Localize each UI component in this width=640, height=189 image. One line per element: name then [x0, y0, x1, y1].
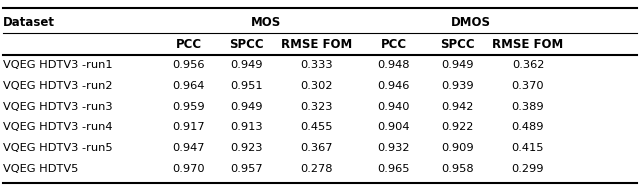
Text: 0.949: 0.949	[442, 60, 474, 70]
Text: 0.278: 0.278	[301, 164, 333, 174]
Text: 0.949: 0.949	[230, 102, 262, 112]
Text: 0.913: 0.913	[230, 122, 262, 132]
Text: 0.302: 0.302	[301, 81, 333, 91]
Text: 0.455: 0.455	[301, 122, 333, 132]
Text: 0.489: 0.489	[512, 122, 544, 132]
Text: 0.370: 0.370	[512, 81, 544, 91]
Text: 0.922: 0.922	[442, 122, 474, 132]
Text: 0.389: 0.389	[512, 102, 544, 112]
Text: RMSE FOM: RMSE FOM	[492, 38, 564, 51]
Text: 0.942: 0.942	[442, 102, 474, 112]
Text: 0.957: 0.957	[230, 164, 262, 174]
Text: VQEG HDTV3 -run1: VQEG HDTV3 -run1	[3, 60, 113, 70]
Text: SPCC: SPCC	[229, 38, 264, 51]
Text: VQEG HDTV3 -run2: VQEG HDTV3 -run2	[3, 81, 113, 91]
Text: 0.904: 0.904	[378, 122, 410, 132]
Text: 0.909: 0.909	[442, 143, 474, 153]
Text: VQEG HDTV3 -run4: VQEG HDTV3 -run4	[3, 122, 113, 132]
Text: Dataset: Dataset	[3, 15, 55, 29]
Text: 0.951: 0.951	[230, 81, 262, 91]
Text: 0.964: 0.964	[173, 81, 205, 91]
Text: 0.415: 0.415	[512, 143, 544, 153]
Text: SPCC: SPCC	[440, 38, 475, 51]
Text: 0.948: 0.948	[378, 60, 410, 70]
Text: 0.362: 0.362	[512, 60, 544, 70]
Text: MOS: MOS	[250, 15, 281, 29]
Text: RMSE FOM: RMSE FOM	[281, 38, 353, 51]
Text: 0.946: 0.946	[378, 81, 410, 91]
Text: DMOS: DMOS	[451, 15, 490, 29]
Text: 0.965: 0.965	[378, 164, 410, 174]
Text: 0.959: 0.959	[173, 102, 205, 112]
Text: 0.923: 0.923	[230, 143, 262, 153]
Text: 0.970: 0.970	[173, 164, 205, 174]
Text: 0.932: 0.932	[378, 143, 410, 153]
Text: 0.367: 0.367	[301, 143, 333, 153]
Text: 0.949: 0.949	[230, 60, 262, 70]
Text: PCC: PCC	[381, 38, 406, 51]
Text: 0.958: 0.958	[442, 164, 474, 174]
Text: 0.947: 0.947	[173, 143, 205, 153]
Text: VQEG HDTV3 -run5: VQEG HDTV3 -run5	[3, 143, 113, 153]
Text: 0.333: 0.333	[301, 60, 333, 70]
Text: 0.299: 0.299	[512, 164, 544, 174]
Text: VQEG HDTV5: VQEG HDTV5	[3, 164, 79, 174]
Text: VQEG HDTV3 -run3: VQEG HDTV3 -run3	[3, 102, 113, 112]
Text: 0.323: 0.323	[301, 102, 333, 112]
Text: 0.956: 0.956	[173, 60, 205, 70]
Text: PCC: PCC	[176, 38, 202, 51]
Text: 0.940: 0.940	[378, 102, 410, 112]
Text: 0.939: 0.939	[442, 81, 474, 91]
Text: 0.917: 0.917	[173, 122, 205, 132]
